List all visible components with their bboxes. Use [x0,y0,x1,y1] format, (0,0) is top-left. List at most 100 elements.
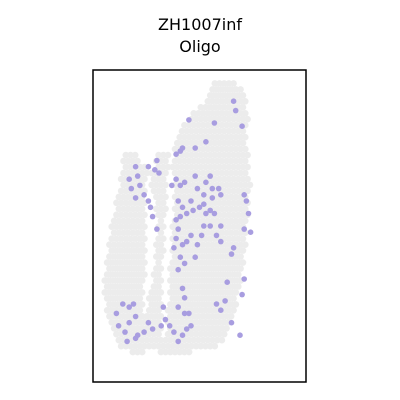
background-spot [169,295,176,302]
background-spot [223,325,230,332]
oligo-spot [241,226,247,232]
background-spot [131,283,139,290]
background-spot [101,289,108,296]
background-spot [122,223,130,230]
background-spot [183,151,190,159]
background-spot [174,295,181,302]
background-spot [120,313,127,320]
oligo-spot [215,185,222,192]
background-spot [167,348,174,356]
oligo-spot [154,226,160,232]
background-spot [188,127,195,135]
background-spot [185,133,193,141]
background-spot [136,223,144,230]
oligo-spot [177,254,184,260]
background-spot [108,223,115,230]
oligo-spot [175,266,181,273]
background-spot [136,247,144,254]
background-spot [230,163,237,171]
background-spot [195,121,202,129]
background-spot [232,86,240,93]
background-spot [232,181,240,189]
background-spot [190,265,197,272]
oligo-spot [198,232,205,239]
oligo-spot [201,223,207,229]
background-spot [209,253,216,260]
background-spot [185,265,193,272]
background-spot [113,211,120,219]
background-spot [181,217,188,225]
background-spot [108,247,115,254]
background-spot [230,151,237,159]
oligo-spot [181,260,188,267]
background-spot [216,295,223,302]
background-spot [122,187,130,195]
background-spot [237,86,244,93]
background-spot [225,139,233,147]
background-spot [209,277,216,284]
oligo-spot [126,319,132,326]
background-spot [178,127,186,135]
background-spot [157,181,165,189]
background-spot [227,110,235,117]
background-spot [230,139,237,147]
oligo-spot [156,170,162,176]
background-spot [145,342,153,350]
background-spot [131,307,139,314]
oligo-spot [181,310,188,317]
background-spot [148,301,155,308]
background-spot [239,92,247,99]
background-spot [223,157,230,165]
background-spot [204,98,212,105]
background-spot [206,259,214,266]
background-spot [117,342,125,350]
background-spot [211,295,219,302]
background-spot [176,277,183,284]
background-spot [218,169,226,177]
background-spot [244,151,251,159]
background-spot [235,235,242,242]
background-spot [150,307,158,314]
background-spot [127,259,134,266]
background-spot [162,205,169,213]
background-spot [202,342,209,350]
background-spot [225,151,233,159]
oligo-spot [192,254,198,260]
background-spot [202,259,209,266]
background-spot [117,271,125,278]
background-spot [197,330,205,338]
background-spot [160,223,167,230]
oligo-spot [134,173,141,179]
background-spot [239,104,247,111]
background-spot [235,211,242,219]
background-spot [188,139,195,147]
background-spot [122,295,130,302]
background-spot [136,283,144,290]
background-spot [204,336,212,344]
oligo-spot [218,238,224,245]
background-spot [131,199,139,207]
background-spot [122,271,130,278]
background-spot [218,217,226,225]
background-spot [188,283,195,290]
background-spot [185,169,193,177]
oligo-spot [145,163,152,170]
background-spot [178,187,186,195]
background-spot [106,277,113,284]
background-spot [220,92,228,99]
background-spot [134,241,141,248]
background-spot [115,241,123,248]
background-spot [136,259,144,266]
background-spot [138,301,146,308]
background-spot [120,277,127,284]
background-spot [183,187,190,195]
oligo-spot [239,291,245,298]
background-spot [213,336,221,344]
background-spot [190,277,197,284]
background-spot [225,175,233,183]
highlighted-spots [113,98,254,345]
chart-subtitle: Oligo [179,37,221,56]
background-spot [199,145,207,153]
background-spot [122,211,130,219]
background-spot [174,187,181,195]
